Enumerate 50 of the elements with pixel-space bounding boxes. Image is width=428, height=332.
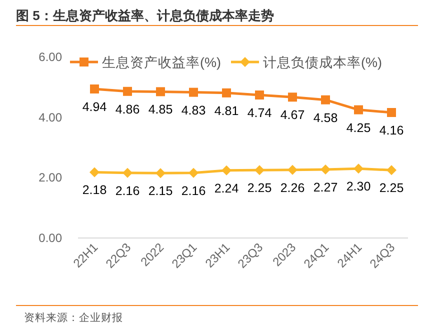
data-label: 4.85 — [148, 102, 173, 117]
data-label: 4.74 — [247, 106, 272, 120]
point — [254, 165, 264, 176]
point — [354, 105, 363, 114]
point — [122, 168, 132, 178]
point — [320, 164, 330, 175]
data-label: 2.26 — [280, 180, 305, 195]
data-label: 4.86 — [115, 102, 140, 116]
y-tick-label: 2.00 — [38, 170, 62, 185]
point — [90, 167, 100, 178]
data-label: 4.16 — [379, 124, 404, 138]
point — [354, 164, 364, 174]
point — [386, 165, 396, 176]
y-tick-label: 4.00 — [38, 110, 62, 124]
point — [288, 164, 298, 175]
data-label: 2.18 — [82, 183, 107, 198]
legend-label: 计息负债成本率(%) — [263, 55, 382, 70]
legend-label: 生息资产收益率(%) — [102, 55, 221, 70]
text: 资料来源：企业财报 — [24, 311, 123, 324]
point — [387, 108, 396, 118]
data-label: 2.16 — [115, 184, 140, 198]
data-label: 4.67 — [280, 108, 305, 122]
point — [188, 168, 198, 178]
legend: 生息资产收益率(%) — [70, 55, 221, 70]
data-label: 2.15 — [148, 184, 173, 198]
point — [156, 168, 166, 178]
point — [156, 87, 165, 96]
chart-title: 图 5：生息资产收益率、计息负债成本率走势 — [16, 8, 274, 23]
data-label: 4.81 — [214, 104, 239, 118]
point — [255, 90, 264, 100]
data-label: 4.25 — [346, 120, 371, 135]
data-label: 4.83 — [181, 103, 206, 118]
legend: 计息负债成本率(%) — [231, 55, 382, 70]
data-label: 2.27 — [313, 180, 338, 195]
data-label: 2.30 — [346, 180, 371, 194]
data-label: 2.24 — [214, 181, 239, 196]
y-tick-label: 6.00 — [38, 50, 62, 64]
point — [123, 86, 132, 96]
point — [189, 88, 198, 97]
point — [222, 88, 231, 98]
point — [90, 84, 99, 94]
point — [288, 92, 297, 102]
point — [321, 95, 330, 104]
data-label: 2.16 — [181, 184, 206, 198]
data-label: 2.25 — [379, 181, 404, 196]
data-label: 4.58 — [313, 110, 338, 125]
y-tick-label: 0.00 — [38, 231, 62, 245]
data-label: 2.25 — [247, 181, 272, 196]
data-label: 4.94 — [82, 100, 107, 114]
point — [222, 165, 232, 176]
